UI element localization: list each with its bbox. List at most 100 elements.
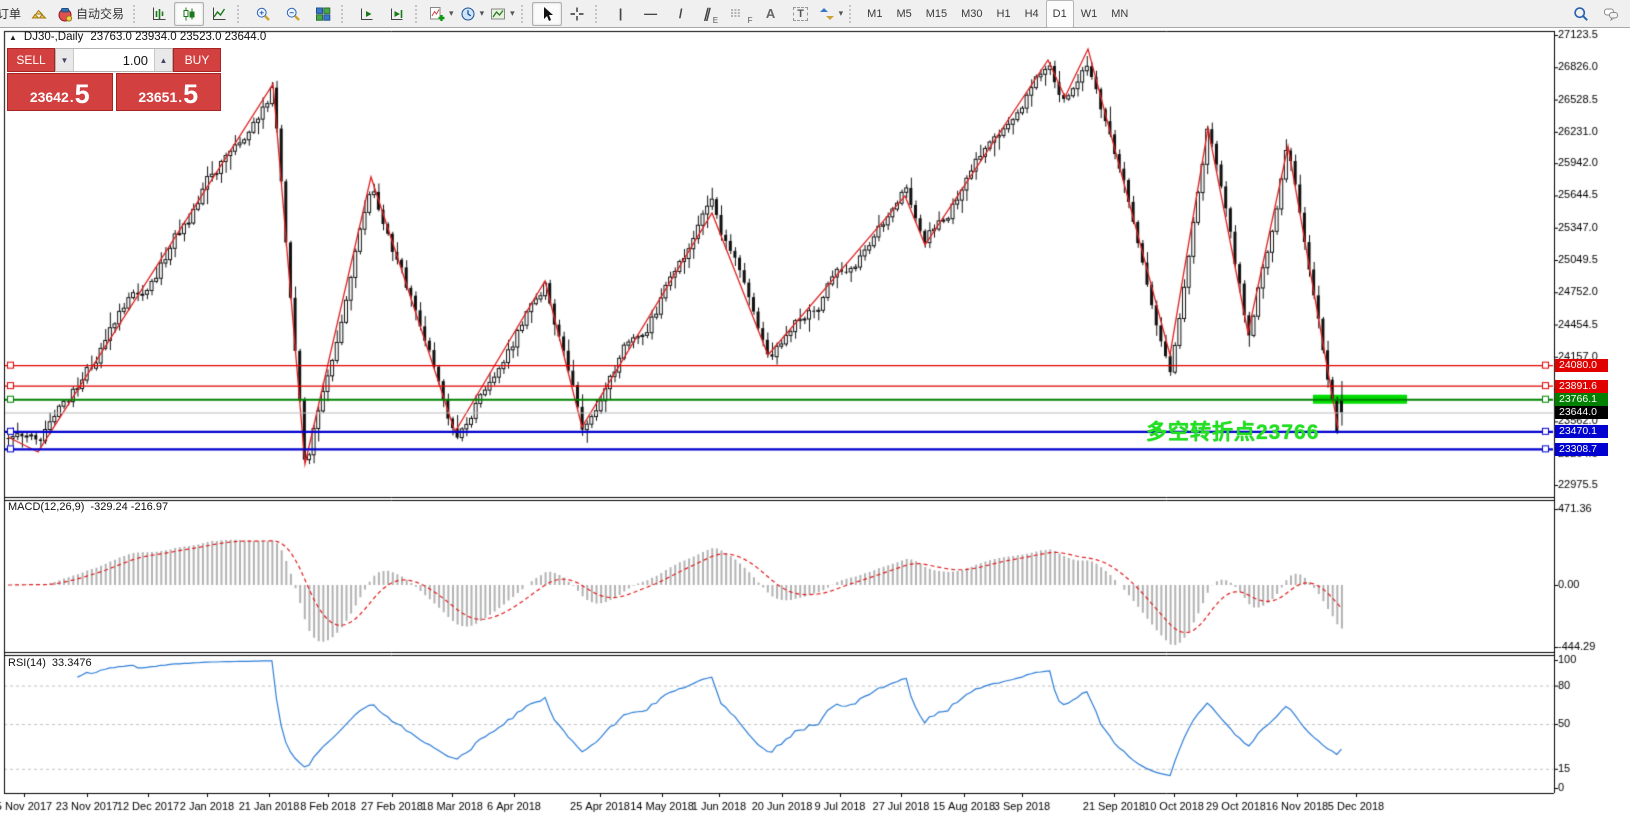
gold-bars-icon bbox=[31, 9, 47, 18]
line-chart-button[interactable] bbox=[204, 2, 234, 26]
dropdown-arrow: ▾ bbox=[838, 8, 844, 18]
buy-price-tile[interactable]: 23651 . 5 bbox=[115, 73, 221, 111]
candlestick-chart-icon bbox=[183, 7, 195, 20]
collapse-icon[interactable]: ▲ bbox=[9, 32, 17, 42]
current-price-badge: 23644.0 bbox=[1555, 406, 1608, 420]
tf-mn[interactable]: MN bbox=[1111, 7, 1129, 20]
volume-increase-button[interactable]: ▲ bbox=[155, 49, 172, 71]
equidistant-channel-button[interactable]: ∥ E bbox=[696, 2, 726, 26]
order-button-label: 订单 bbox=[0, 7, 22, 21]
trendline-glyph: / bbox=[678, 6, 683, 21]
volume-decrease-button[interactable]: ▼ bbox=[56, 49, 73, 71]
chat-button[interactable] bbox=[1596, 2, 1626, 26]
horizontal-line-glyph: — bbox=[644, 6, 658, 21]
macd-name: MACD(12,26,9) bbox=[8, 501, 85, 513]
hline-price-badge: 23308.7 bbox=[1555, 442, 1608, 456]
dropdown-arrow: ▾ bbox=[479, 8, 485, 18]
search-icon bbox=[1574, 6, 1588, 21]
fibonacci-icon bbox=[730, 9, 741, 16]
rsi-label: RSI(14) 33.3476 bbox=[8, 657, 92, 669]
rsi-name: RSI(14) bbox=[8, 657, 46, 669]
sell-price-dot: . bbox=[69, 89, 74, 105]
zoom-out-icon bbox=[286, 7, 300, 21]
bar-chart-button[interactable] bbox=[144, 2, 174, 26]
text-glyph: A bbox=[765, 6, 776, 21]
buy-price-frac: 5 bbox=[183, 79, 199, 109]
crosshair-button[interactable] bbox=[562, 2, 592, 26]
sell-price-int: 23642 bbox=[29, 89, 69, 105]
cursor-icon bbox=[543, 6, 553, 21]
fibo-sub-label: F bbox=[747, 15, 753, 25]
vertical-line-glyph: | bbox=[618, 6, 623, 21]
macd-label: MACD(12,26,9) -329.24 -216.97 bbox=[8, 501, 168, 513]
sell-price-tile[interactable]: 23642 . 5 bbox=[7, 73, 113, 111]
volume-input[interactable] bbox=[73, 49, 155, 71]
tf-h4[interactable]: H4 bbox=[1024, 7, 1039, 20]
zoom-in-button[interactable] bbox=[248, 2, 278, 26]
cursor-button[interactable] bbox=[531, 1, 562, 26]
auto-scroll-icon bbox=[361, 8, 373, 20]
search-button[interactable] bbox=[1566, 2, 1596, 26]
tile-windows-icon bbox=[316, 7, 331, 21]
sell-button[interactable]: SELL bbox=[7, 48, 55, 72]
candlestick-chart-button[interactable] bbox=[174, 1, 205, 26]
text-label-button[interactable]: T bbox=[786, 2, 816, 26]
order-button[interactable]: 订单 bbox=[0, 2, 24, 26]
arrows-icon bbox=[819, 7, 834, 20]
periods-button[interactable]: ▾ bbox=[457, 2, 488, 26]
tf-m5[interactable]: M5 bbox=[896, 7, 912, 20]
hline-price-badge: 23766.1 bbox=[1555, 393, 1608, 407]
tf-m15[interactable]: M15 bbox=[925, 7, 948, 20]
tf-d1[interactable]: D1 bbox=[1045, 0, 1074, 28]
indicators-button[interactable]: ▾ bbox=[426, 2, 457, 26]
chart-header: ▲ DJ30-,Daily 23763.0 23934.0 23523.0 23… bbox=[9, 31, 266, 43]
hline-price-badge: 24080.0 bbox=[1555, 359, 1608, 373]
zoom-in-icon bbox=[256, 7, 270, 21]
gold-bars-button[interactable] bbox=[24, 2, 54, 26]
toolbar: 订单 自动交易 bbox=[0, 0, 1630, 28]
chart-title: DJ30-,Daily bbox=[23, 31, 84, 43]
chart-shift-button[interactable] bbox=[382, 2, 412, 26]
hline-price-badge: 23891.6 bbox=[1555, 379, 1608, 393]
horizontal-line-button[interactable]: — bbox=[636, 2, 666, 26]
chart-ohlc-values: 23763.0 23934.0 23523.0 23644.0 bbox=[90, 31, 267, 43]
zoom-out-button[interactable] bbox=[278, 2, 308, 26]
trendline-button[interactable]: / bbox=[666, 2, 696, 26]
sell-price-frac: 5 bbox=[74, 79, 90, 109]
price-chart-canvas[interactable] bbox=[0, 28, 1630, 819]
fibonacci-button[interactable]: F bbox=[726, 2, 756, 26]
chat-icon bbox=[1604, 8, 1618, 21]
chart-shift-icon bbox=[391, 8, 403, 20]
volume-stepper: ▼ ▲ bbox=[55, 48, 173, 72]
buy-price-dot: . bbox=[178, 89, 183, 105]
auto-trading-icon bbox=[58, 7, 73, 22]
tf-m30[interactable]: M30 bbox=[961, 7, 983, 20]
buy-price-int: 23651 bbox=[138, 89, 178, 105]
tf-m1[interactable]: M1 bbox=[867, 7, 883, 20]
tf-w1[interactable]: W1 bbox=[1080, 7, 1098, 20]
dropdown-arrow: ▾ bbox=[449, 8, 454, 18]
bar-chart-icon bbox=[153, 7, 166, 20]
templates-button[interactable]: ▾ bbox=[487, 2, 518, 26]
template-icon bbox=[491, 8, 506, 19]
auto-trading-button[interactable]: 自动交易 bbox=[54, 2, 130, 26]
vertical-line-button[interactable]: | bbox=[606, 2, 636, 26]
channel-glyph: ∥ bbox=[703, 5, 710, 21]
line-chart-icon bbox=[213, 7, 226, 20]
text-label-glyph: T bbox=[793, 6, 808, 21]
arrows-button[interactable]: ▾ bbox=[816, 2, 847, 26]
auto-scroll-button[interactable] bbox=[352, 2, 382, 26]
crosshair-icon bbox=[570, 7, 584, 20]
buy-button[interactable]: BUY bbox=[173, 48, 221, 72]
text-button[interactable]: A bbox=[756, 2, 786, 26]
hline-price-badge: 23470.1 bbox=[1555, 425, 1608, 439]
tile-windows-button[interactable] bbox=[308, 2, 338, 26]
one-click-trading-panel: SELL ▼ ▲ BUY 23642 . 5 23651 . 5 bbox=[7, 48, 221, 111]
tf-h1[interactable]: H1 bbox=[996, 7, 1011, 20]
channel-sub-label: E bbox=[712, 15, 719, 25]
dropdown-arrow: ▾ bbox=[510, 8, 515, 18]
pivot-annotation: 多空转折点23766 bbox=[1146, 421, 1320, 444]
auto-trading-label: 自动交易 bbox=[76, 7, 125, 21]
macd-values: -329.24 -216.97 bbox=[90, 501, 169, 513]
clock-icon bbox=[461, 7, 475, 20]
